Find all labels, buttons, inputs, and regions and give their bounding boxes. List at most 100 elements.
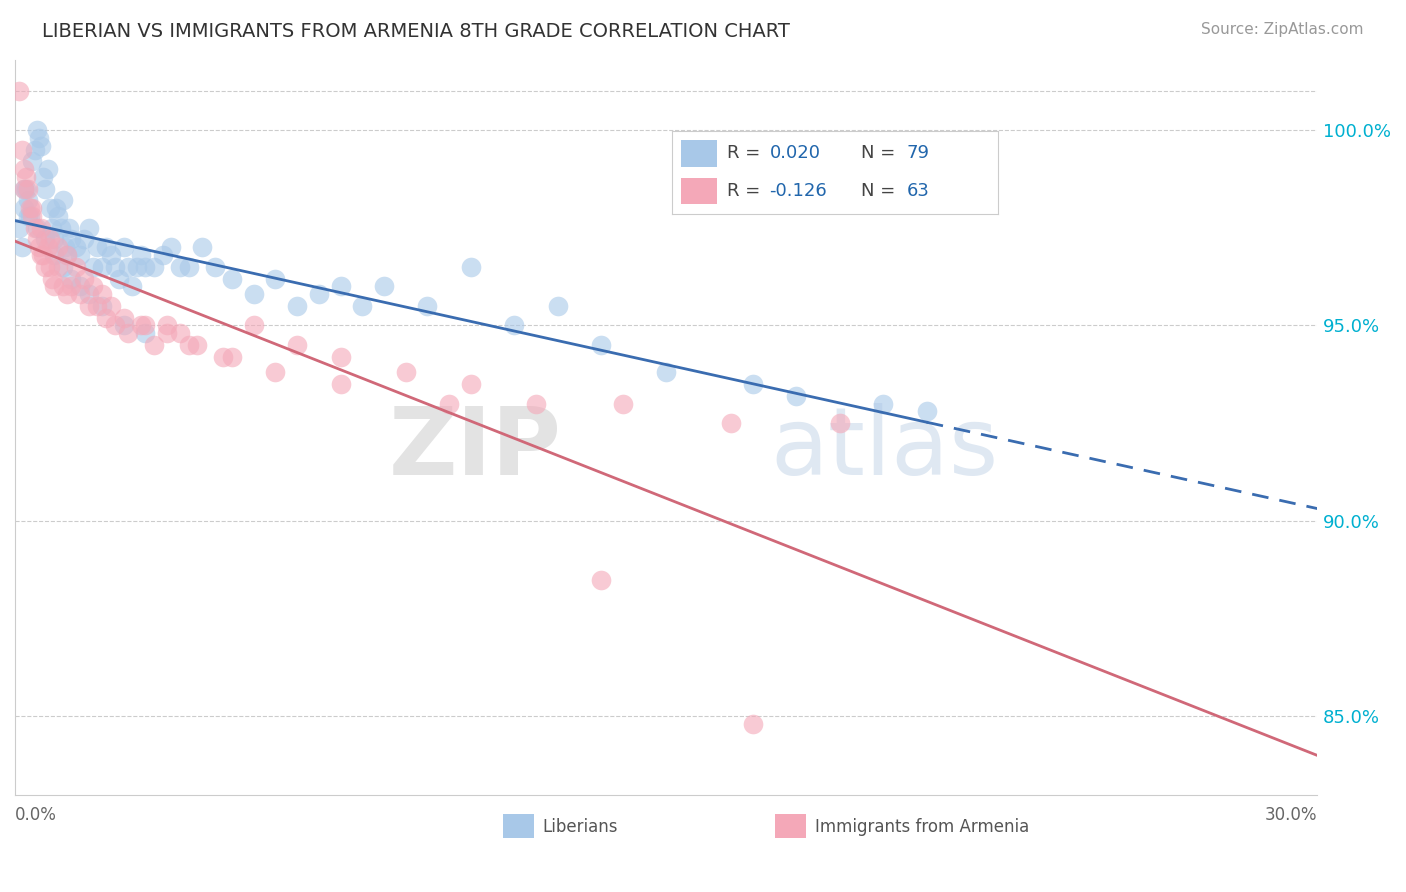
Point — [104, 260, 127, 274]
Point — [13, 201, 35, 215]
Point — [785, 389, 807, 403]
Point — [655, 365, 678, 379]
Text: LIBERIAN VS IMMIGRANTS FROM ARMENIA 8TH GRADE CORRELATION CHART: LIBERIAN VS IMMIGRANTS FROM ARMENIA 8TH … — [42, 22, 790, 41]
Text: R =: R = — [727, 182, 766, 200]
Point — [30, 138, 52, 153]
Point — [395, 365, 418, 379]
Point — [13, 181, 35, 195]
Text: 0.0%: 0.0% — [15, 806, 56, 824]
Point — [308, 287, 330, 301]
Point — [82, 279, 104, 293]
Point — [77, 220, 100, 235]
Point — [142, 260, 165, 274]
Point — [18, 209, 41, 223]
Point — [142, 338, 165, 352]
Text: Source: ZipAtlas.com: Source: ZipAtlas.com — [1201, 22, 1364, 37]
Point — [134, 318, 156, 333]
Point — [117, 260, 139, 274]
Point — [38, 201, 60, 215]
Point — [60, 271, 83, 285]
Text: Liberians: Liberians — [543, 818, 617, 836]
Point — [34, 181, 56, 195]
Text: 63: 63 — [907, 182, 929, 200]
Point — [52, 260, 75, 274]
Point — [156, 326, 179, 341]
Point — [24, 143, 46, 157]
Point — [242, 318, 264, 333]
Point — [437, 396, 460, 410]
Point — [34, 260, 56, 274]
Point — [742, 717, 765, 731]
Point — [329, 279, 352, 293]
Point — [160, 240, 183, 254]
Point — [77, 287, 100, 301]
Point — [129, 318, 152, 333]
Point — [37, 162, 59, 177]
Point — [52, 194, 75, 208]
Point — [56, 287, 79, 301]
Point — [25, 232, 48, 246]
Point — [34, 232, 56, 246]
Point — [221, 350, 243, 364]
Point — [591, 573, 613, 587]
Point — [48, 240, 70, 254]
Point — [156, 318, 179, 333]
Point — [86, 299, 108, 313]
Point — [134, 326, 156, 341]
Point — [285, 299, 308, 313]
Text: N =: N = — [860, 145, 901, 162]
Point — [169, 260, 191, 274]
Point — [17, 209, 39, 223]
Point — [90, 260, 112, 274]
Point — [21, 209, 44, 223]
Point — [49, 220, 72, 235]
Point — [264, 271, 287, 285]
Point — [77, 299, 100, 313]
Point — [10, 143, 32, 157]
Text: -0.126: -0.126 — [769, 182, 827, 200]
Point — [373, 279, 395, 293]
Point — [52, 279, 75, 293]
Point — [460, 377, 482, 392]
Point — [28, 240, 51, 254]
Point — [28, 130, 51, 145]
Point — [8, 84, 31, 98]
Point — [30, 248, 52, 262]
Point — [32, 169, 55, 184]
Point — [524, 396, 547, 410]
Point — [329, 350, 352, 364]
Point — [96, 310, 118, 325]
Point — [60, 232, 83, 246]
Point — [13, 162, 35, 177]
Point — [329, 377, 352, 392]
Point — [69, 248, 91, 262]
Point — [45, 201, 67, 215]
Point — [720, 416, 742, 430]
Text: 0.020: 0.020 — [769, 145, 821, 162]
Point — [612, 396, 634, 410]
Point — [591, 338, 613, 352]
Point — [285, 338, 308, 352]
Point — [915, 404, 938, 418]
Point — [73, 232, 96, 246]
Point — [30, 220, 52, 235]
Point — [212, 350, 235, 364]
Point — [90, 287, 112, 301]
Point — [42, 279, 65, 293]
Text: Immigrants from Armenia: Immigrants from Armenia — [815, 818, 1029, 836]
FancyBboxPatch shape — [682, 140, 717, 167]
Point — [121, 279, 143, 293]
Point — [177, 338, 200, 352]
Point — [17, 181, 39, 195]
Point — [56, 248, 79, 262]
Point — [58, 220, 80, 235]
Point — [112, 310, 135, 325]
Point — [21, 201, 44, 215]
Point — [96, 240, 118, 254]
Point — [352, 299, 374, 313]
Point — [152, 248, 174, 262]
Point — [264, 365, 287, 379]
Point — [82, 260, 104, 274]
Point — [56, 248, 79, 262]
Point — [14, 181, 37, 195]
